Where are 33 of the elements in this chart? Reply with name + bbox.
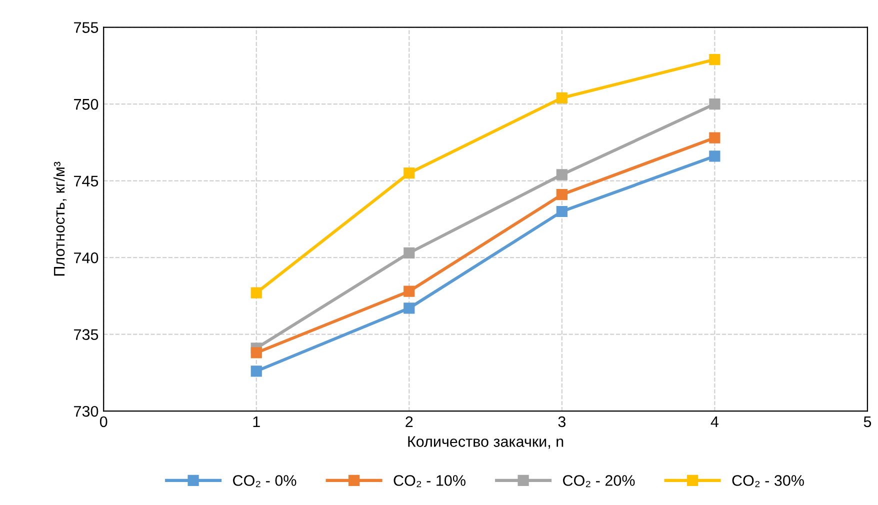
legend-label: CO₂ - 20% — [563, 475, 635, 488]
y-tick-label: 735 — [74, 329, 98, 340]
point — [250, 287, 262, 298]
point — [709, 132, 720, 144]
point — [556, 206, 568, 218]
point — [250, 366, 262, 377]
point — [404, 302, 415, 314]
point — [556, 169, 568, 180]
x-tick-label: 2 — [406, 416, 413, 428]
x-tick-label: 3 — [558, 416, 566, 428]
legend-label: CO₂ - 30% — [732, 475, 804, 488]
legend-label: CO₂ - 0% — [233, 475, 296, 488]
point — [404, 286, 415, 297]
legend-label: CO₂ - 10% — [394, 475, 466, 488]
point — [404, 247, 415, 258]
y-tick-label: 755 — [74, 22, 98, 33]
x-tick-label: 0 — [100, 416, 108, 428]
x-axis-title: Количество закачки, n — [408, 436, 564, 449]
point — [556, 189, 568, 200]
x-tick-label: 5 — [864, 416, 872, 428]
point — [404, 168, 415, 179]
y-tick-label: 745 — [74, 176, 98, 186]
y-axis-title: Плотность, кг/м³ — [53, 162, 66, 276]
x-tick-label: 4 — [710, 416, 718, 428]
point — [709, 54, 720, 66]
x-tick-label: 1 — [253, 416, 260, 428]
point — [709, 150, 720, 162]
point — [250, 347, 262, 358]
y-tick-label: 750 — [74, 98, 98, 110]
point — [556, 92, 568, 104]
y-tick-label: 740 — [74, 252, 98, 264]
y-tick-label: 730 — [74, 406, 98, 417]
point — [709, 98, 720, 110]
